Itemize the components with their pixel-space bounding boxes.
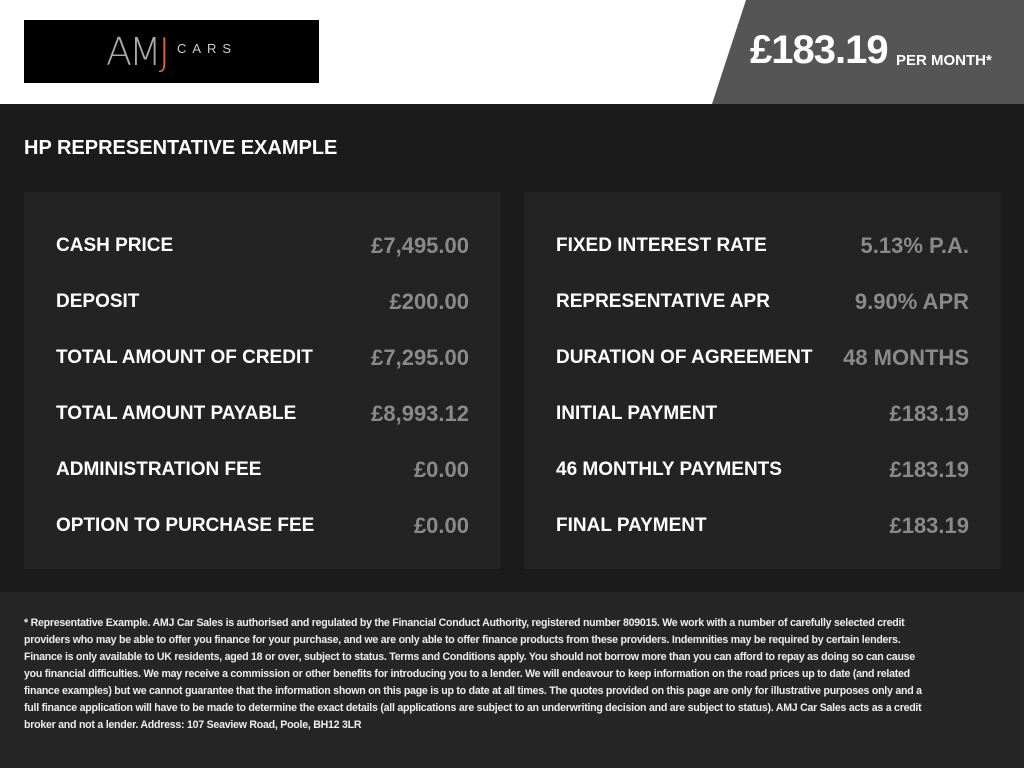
row-value: £7,295.00 bbox=[371, 345, 469, 370]
finance-row: TOTAL AMOUNT PAYABLE £8,993.12 bbox=[56, 386, 469, 442]
row-value: £7,495.00 bbox=[371, 233, 469, 258]
section-title: HP REPRESENTATIVE EXAMPLE bbox=[24, 137, 338, 159]
finance-row: ADMINISTRATION FEE £0.00 bbox=[56, 442, 469, 498]
row-label: ADMINISTRATION FEE bbox=[56, 459, 262, 480]
row-label: DURATION OF AGREEMENT bbox=[556, 347, 813, 368]
finance-row: DURATION OF AGREEMENT 48 MONTHS bbox=[556, 330, 969, 386]
row-label: INITIAL PAYMENT bbox=[556, 403, 718, 424]
row-label: TOTAL AMOUNT PAYABLE bbox=[56, 403, 297, 424]
disclaimer-text: * Representative Example. AMJ Car Sales … bbox=[24, 617, 922, 731]
row-value: £8,993.12 bbox=[371, 401, 469, 426]
finance-panel-left: CASH PRICE £7,495.00 DEPOSIT £200.00 TOTAL… bbox=[24, 192, 501, 569]
monthly-price: £183.19 bbox=[750, 28, 889, 72]
row-value: £183.19 bbox=[889, 457, 969, 482]
row-value: £183.19 bbox=[889, 401, 969, 426]
per-month-label: PER MONTH* bbox=[896, 52, 992, 69]
row-label: TOTAL AMOUNT OF CREDIT bbox=[56, 347, 313, 368]
logo-j: J bbox=[158, 29, 170, 74]
row-label: CASH PRICE bbox=[56, 235, 174, 256]
row-value: £183.19 bbox=[889, 513, 969, 538]
row-label: OPTION TO PURCHASE FEE bbox=[56, 515, 315, 536]
row-value: 48 MONTHS bbox=[843, 345, 969, 370]
finance-row: CASH PRICE £7,495.00 bbox=[56, 218, 469, 274]
row-value: £200.00 bbox=[389, 289, 469, 314]
logo-am: AM bbox=[105, 29, 162, 74]
finance-panel-right: FIXED INTEREST RATE 5.13% P.A. REPRESENTA… bbox=[524, 192, 1001, 569]
finance-row: INITIAL PAYMENT £183.19 bbox=[556, 386, 969, 442]
footer bbox=[0, 592, 1024, 768]
row-value: £0.00 bbox=[413, 513, 469, 538]
row-label: FINAL PAYMENT bbox=[556, 515, 707, 536]
logo-cars: CARS bbox=[176, 41, 238, 56]
logo-mark: AMJ bbox=[105, 29, 170, 74]
finance-row: 46 MONTHLY PAYMENTS £183.19 bbox=[556, 442, 969, 498]
row-label: REPRESENTATIVE APR bbox=[556, 291, 770, 312]
finance-row: REPRESENTATIVE APR 9.90% APR bbox=[556, 274, 969, 330]
finance-row: TOTAL AMOUNT OF CREDIT £7,295.00 bbox=[56, 330, 469, 386]
row-value: £0.00 bbox=[413, 457, 469, 482]
row-value: 9.90% APR bbox=[854, 289, 969, 314]
finance-row: FINAL PAYMENT £183.19 bbox=[556, 498, 969, 554]
amj-cars-logo: AMJ CARS bbox=[24, 20, 319, 83]
row-label: FIXED INTEREST RATE bbox=[556, 235, 767, 256]
finance-row: FIXED INTEREST RATE 5.13% P.A. bbox=[556, 218, 969, 274]
price-box bbox=[712, 0, 1024, 104]
finance-row: OPTION TO PURCHASE FEE £0.00 bbox=[56, 498, 469, 554]
row-value: 5.13% P.A. bbox=[860, 233, 969, 258]
finance-row: DEPOSIT £200.00 bbox=[56, 274, 469, 330]
row-label: DEPOSIT bbox=[56, 291, 140, 312]
row-label: 46 MONTHLY PAYMENTS bbox=[556, 459, 782, 480]
